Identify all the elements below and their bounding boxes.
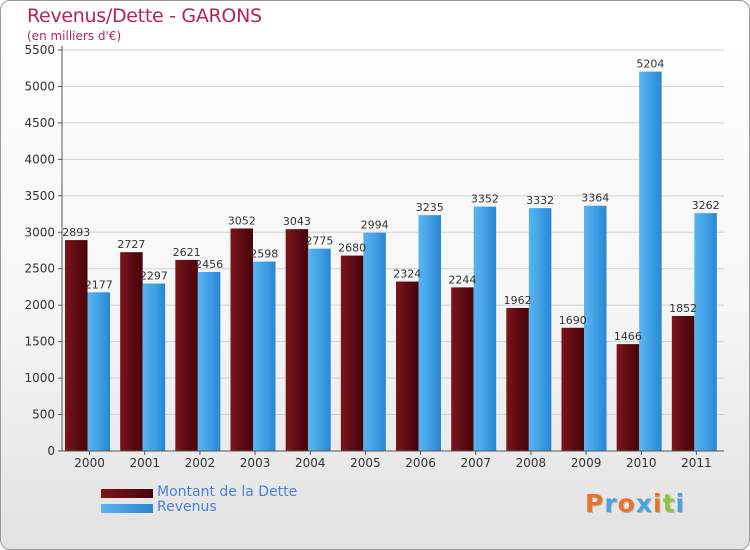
bar-revenue-2004	[308, 248, 331, 451]
data-label-debt: 2680	[338, 242, 366, 255]
data-label-debt: 2893	[62, 226, 90, 239]
x-tick-label: 2001	[129, 456, 160, 470]
data-label-revenue: 2297	[140, 270, 168, 283]
bar-debt-2009	[561, 327, 584, 451]
data-label-debt: 2727	[117, 238, 145, 251]
bar-debt-2010	[616, 344, 640, 451]
axis-layer: 0 500 1000 1500 2000 2500 3000 3500 4000 4500 5000…	[24, 43, 724, 470]
bar-revenue-2011	[694, 213, 717, 451]
data-label-revenue: 2994	[361, 219, 389, 232]
bar-revenue-2002	[197, 271, 221, 451]
legend-swatch-debt	[101, 489, 153, 498]
y-tick-label: 5000	[24, 79, 55, 93]
bar-revenue-2003	[253, 261, 276, 451]
logo-letter: i	[675, 489, 686, 518]
data-label-debt: 2324	[393, 268, 421, 281]
y-tick-label: 4000	[24, 152, 55, 166]
data-label-debt: 2244	[448, 273, 476, 286]
x-tick-label: 2010	[626, 456, 657, 470]
chart-title: Revenus/Dette - GARONS	[27, 5, 262, 27]
logo-letter: P	[585, 489, 605, 518]
bar-revenue-2009	[584, 205, 607, 451]
data-label-debt: 1690	[559, 314, 587, 327]
legend-label-debt: Montant de la Dette	[157, 484, 298, 500]
bar-debt-2004	[285, 229, 309, 451]
data-label-debt: 2621	[173, 246, 201, 259]
y-tick-label: 3000	[24, 225, 55, 239]
bar-debt-2001	[120, 252, 143, 451]
data-label-debt: 3052	[228, 214, 256, 227]
data-label-revenue: 3262	[692, 199, 720, 212]
data-label-debt: 1852	[669, 302, 697, 315]
x-tick-label: 2004	[295, 456, 326, 470]
y-tick-label: 3500	[24, 189, 55, 203]
x-tick-label: 2008	[516, 456, 547, 470]
y-tick-label: 2500	[24, 262, 55, 276]
bar-revenue-2005	[363, 232, 386, 451]
bar-debt-2006	[396, 281, 419, 451]
data-label-revenue: 5204	[636, 58, 664, 71]
data-label-revenue: 2598	[250, 248, 278, 261]
x-tick-label: 2009	[571, 456, 602, 470]
bar-revenue-2010	[639, 71, 662, 452]
x-tick-label: 2011	[681, 456, 712, 470]
bar-debt-2011	[671, 315, 695, 451]
data-label-revenue: 3235	[416, 201, 444, 214]
legend-label-revenue: Revenus	[157, 499, 217, 515]
data-label-revenue: 3332	[526, 194, 554, 207]
y-tick-label: 1500	[24, 335, 55, 349]
data-label-revenue: 3364	[581, 192, 609, 205]
bar-debt-2000	[65, 240, 88, 451]
bar-debt-2008	[506, 307, 529, 451]
logo-letter: o	[617, 489, 636, 518]
bar-revenue-2001	[142, 283, 166, 451]
data-label-revenue: 2456	[195, 258, 223, 271]
bar-debt-2005	[340, 255, 364, 451]
data-label-revenue: 2775	[305, 235, 333, 248]
bar-revenue-2007	[473, 206, 497, 451]
bar-debt-2003	[230, 228, 253, 451]
logo-letter: i	[653, 489, 663, 518]
chart-subtitle: (en milliers d'€)	[27, 29, 122, 43]
y-tick-label: 500	[32, 408, 55, 422]
proxiti-logo: Proxiti	[585, 489, 685, 518]
y-tick-label: 1000	[24, 371, 55, 385]
y-tick-label: 0	[47, 444, 55, 458]
bar-revenue-2000	[87, 292, 110, 451]
x-tick-label: 2005	[350, 456, 381, 470]
y-tick-label: 2000	[24, 298, 55, 312]
x-tick-label: 2003	[240, 456, 271, 470]
data-label-debt: 1466	[614, 330, 642, 343]
y-tick-label: 5500	[24, 43, 55, 57]
data-label-debt: 1962	[504, 294, 532, 307]
y-tick-label: 4500	[24, 116, 55, 130]
bar-debt-2007	[451, 287, 474, 451]
logo-letter: t	[662, 489, 676, 518]
x-tick-label: 2000	[74, 456, 105, 470]
bar-layer	[65, 71, 717, 452]
x-tick-label: 2007	[460, 456, 491, 470]
logo-letter: r	[604, 489, 618, 518]
logo-letter: x	[635, 489, 653, 518]
bar-revenue-2006	[418, 215, 441, 451]
grid-layer	[62, 49, 724, 452]
data-label-revenue: 2177	[85, 278, 113, 291]
bar-revenue-2008	[528, 208, 552, 451]
legend-swatch-revenue	[101, 504, 153, 513]
x-tick-label: 2006	[405, 456, 436, 470]
data-label-revenue: 3352	[471, 193, 499, 206]
x-tick-label: 2002	[185, 456, 216, 470]
data-label-debt: 3043	[283, 215, 311, 228]
bar-debt-2002	[175, 259, 198, 451]
